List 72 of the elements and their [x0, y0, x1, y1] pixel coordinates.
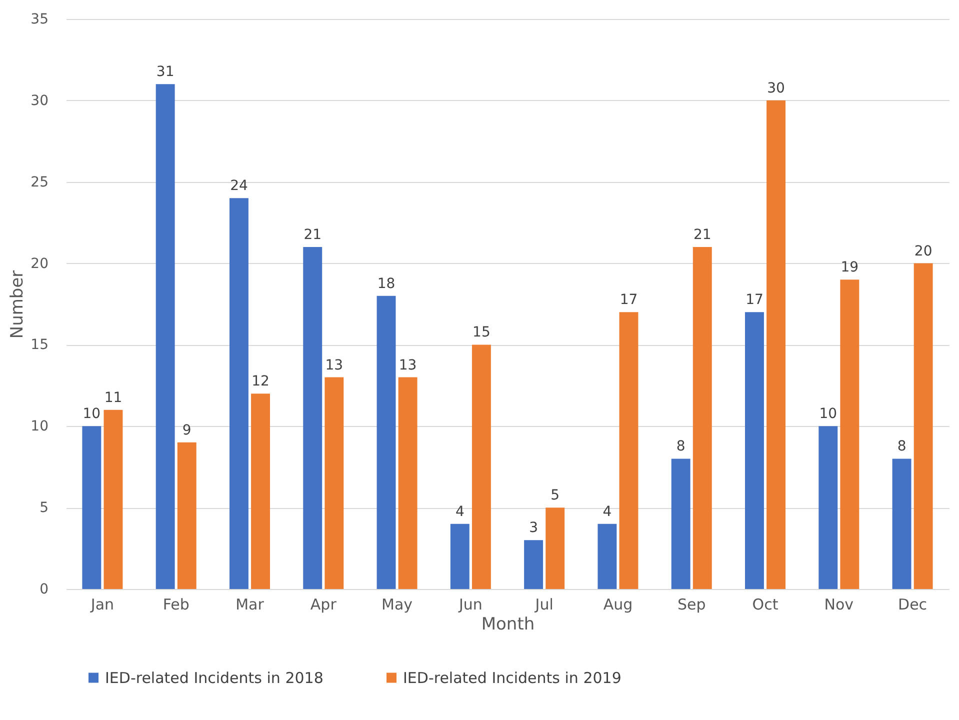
- bar: [671, 458, 690, 589]
- data-label: 10: [819, 406, 838, 422]
- legend-label: IED-related Incidents in 2019: [403, 668, 622, 687]
- y-tick-label: 35: [30, 12, 48, 28]
- y-tick-label: 0: [40, 582, 48, 598]
- x-tick-label: Mar: [236, 596, 265, 614]
- data-label: 13: [398, 357, 417, 374]
- data-label: 3: [529, 520, 538, 536]
- bar: [524, 540, 544, 589]
- y-tick-label: 20: [30, 256, 48, 272]
- bar: [303, 247, 322, 589]
- bar: [840, 280, 860, 589]
- bar: [324, 377, 344, 589]
- data-label: 15: [472, 324, 490, 341]
- bar: [745, 312, 764, 589]
- data-label: 21: [304, 227, 322, 243]
- bar: [177, 442, 196, 589]
- data-label: 30: [767, 80, 785, 96]
- data-label: 5: [550, 488, 560, 504]
- bar: [450, 524, 470, 589]
- data-label: 17: [620, 292, 638, 308]
- y-tick-label: 30: [30, 92, 48, 109]
- x-axis-title: Month: [481, 614, 535, 634]
- x-tick-label: Nov: [824, 596, 854, 614]
- data-label: 18: [377, 276, 396, 292]
- bar: [398, 377, 418, 589]
- bar: [156, 84, 175, 589]
- x-tick-label: Sep: [677, 596, 706, 614]
- data-label: 24: [230, 178, 248, 194]
- data-label: 12: [252, 374, 270, 390]
- bar: [546, 508, 565, 589]
- y-tick-label: 5: [40, 500, 48, 516]
- x-tick-label: Jul: [534, 596, 554, 614]
- bar: [251, 394, 270, 589]
- x-tick-label: Jan: [90, 596, 114, 614]
- x-tick-label: Jun: [458, 596, 482, 614]
- y-axis-title: Number: [8, 270, 28, 339]
- x-tick-label: Apr: [310, 596, 338, 614]
- data-label: 21: [693, 227, 712, 243]
- data-label: 8: [897, 438, 906, 455]
- data-label: 20: [914, 243, 932, 260]
- x-tick-label: Dec: [898, 596, 928, 614]
- data-label: 13: [325, 357, 344, 374]
- bar: [818, 426, 838, 589]
- y-tick-label: 10: [30, 418, 48, 435]
- x-tick-label: May: [382, 596, 413, 614]
- bar: [104, 410, 123, 589]
- x-tick-label: Feb: [162, 596, 190, 614]
- bar: [376, 296, 396, 589]
- data-label: 19: [840, 260, 859, 276]
- y-tick-label: 25: [30, 174, 48, 190]
- bar: [892, 458, 912, 589]
- x-tick-label: Aug: [603, 596, 633, 614]
- y-tick-label: 15: [30, 337, 48, 354]
- bar: [914, 263, 933, 589]
- bar: [472, 344, 491, 589]
- data-label: 4: [602, 504, 612, 520]
- data-label: 10: [82, 406, 101, 422]
- data-label: 31: [156, 64, 174, 80]
- legend-label: IED-related Incidents in 2018: [105, 668, 324, 687]
- data-label: 8: [676, 438, 686, 455]
- data-label: 11: [104, 390, 122, 406]
- bar: [619, 312, 638, 589]
- bar: [229, 198, 248, 589]
- data-label: 9: [182, 422, 192, 438]
- bar: [598, 524, 617, 589]
- bar: [692, 247, 712, 589]
- data-label: 4: [455, 504, 464, 520]
- bar: [766, 100, 786, 589]
- bar: [82, 426, 102, 589]
- data-label: 17: [746, 292, 764, 308]
- x-tick-label: Oct: [752, 596, 778, 614]
